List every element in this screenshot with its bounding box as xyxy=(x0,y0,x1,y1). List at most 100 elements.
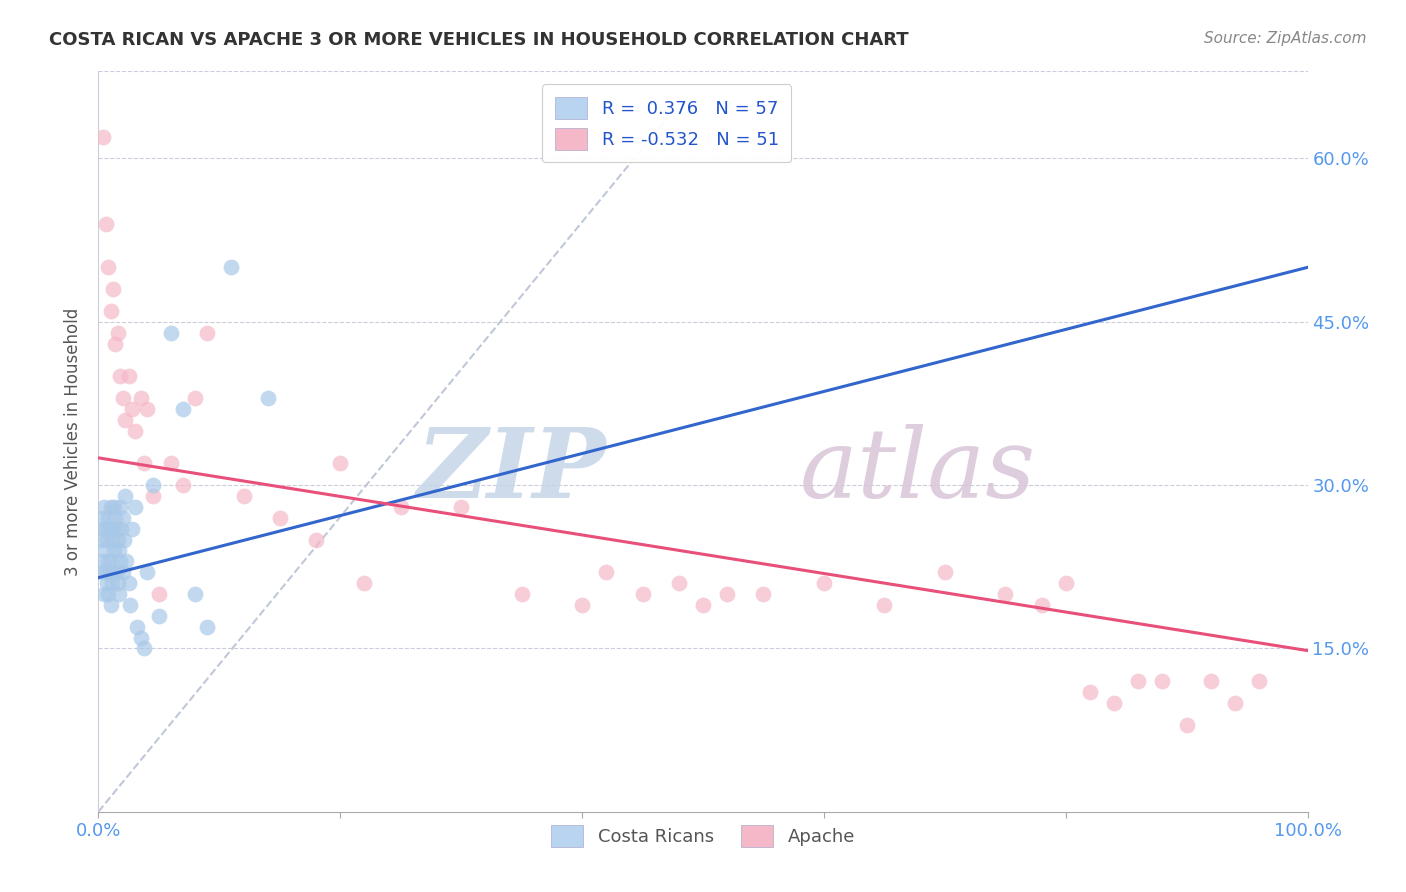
Point xyxy=(221,260,243,275)
Point xyxy=(96,576,118,591)
Point xyxy=(184,391,207,405)
Point xyxy=(118,576,141,591)
Point xyxy=(110,522,132,536)
Point xyxy=(93,587,115,601)
Point xyxy=(1223,696,1246,710)
Point xyxy=(97,510,120,524)
Point xyxy=(668,576,690,591)
Point xyxy=(97,260,120,275)
Point xyxy=(305,533,328,547)
Point xyxy=(107,326,129,340)
Point xyxy=(1175,717,1198,731)
Point xyxy=(148,608,170,623)
Point xyxy=(450,500,472,514)
Point xyxy=(112,533,135,547)
Text: COSTA RICAN VS APACHE 3 OR MORE VEHICLES IN HOUSEHOLD CORRELATION CHART: COSTA RICAN VS APACHE 3 OR MORE VEHICLES… xyxy=(49,31,908,49)
Point xyxy=(100,304,122,318)
Point xyxy=(934,565,956,579)
Point xyxy=(716,587,738,601)
Legend: Costa Ricans, Apache: Costa Ricans, Apache xyxy=(544,818,862,855)
Point xyxy=(1054,576,1077,591)
Point xyxy=(100,598,122,612)
Point xyxy=(104,336,127,351)
Point xyxy=(1249,674,1271,689)
Point xyxy=(329,456,352,470)
Point xyxy=(118,598,141,612)
Point xyxy=(994,587,1017,601)
Point xyxy=(1078,685,1101,699)
Point xyxy=(124,500,146,514)
Point xyxy=(107,533,129,547)
Point xyxy=(142,489,165,503)
Point xyxy=(114,413,136,427)
Point xyxy=(91,554,114,568)
Point xyxy=(692,598,714,612)
Point xyxy=(124,424,146,438)
Point xyxy=(103,543,125,558)
Point xyxy=(353,576,375,591)
Point xyxy=(100,554,122,568)
Point xyxy=(98,565,121,579)
Point xyxy=(256,391,278,405)
Point xyxy=(104,510,127,524)
Point xyxy=(127,619,149,633)
Point xyxy=(571,598,593,612)
Point xyxy=(91,533,114,547)
Point xyxy=(100,500,122,514)
Point xyxy=(172,401,194,416)
Point xyxy=(121,401,143,416)
Point xyxy=(129,631,152,645)
Point xyxy=(108,554,131,568)
Point xyxy=(195,619,218,633)
Point xyxy=(105,565,128,579)
Text: atlas: atlas xyxy=(800,425,1036,518)
Point xyxy=(100,533,122,547)
Point xyxy=(752,587,775,601)
Point xyxy=(195,326,218,340)
Point xyxy=(111,565,134,579)
Point xyxy=(135,565,157,579)
Point xyxy=(160,326,183,340)
Point xyxy=(232,489,254,503)
Point xyxy=(184,587,207,601)
Point xyxy=(100,576,122,591)
Point xyxy=(160,456,183,470)
Point xyxy=(111,510,134,524)
Point xyxy=(873,598,896,612)
Point xyxy=(1128,674,1150,689)
Point xyxy=(118,369,141,384)
Point xyxy=(269,510,291,524)
Point xyxy=(1031,598,1053,612)
Point xyxy=(129,391,152,405)
Point xyxy=(595,565,617,579)
Point xyxy=(91,510,114,524)
Point xyxy=(134,641,156,656)
Point xyxy=(631,587,654,601)
Point xyxy=(1152,674,1174,689)
Point xyxy=(1102,696,1125,710)
Text: Source: ZipAtlas.com: Source: ZipAtlas.com xyxy=(1204,31,1367,46)
Point xyxy=(98,522,121,536)
Text: ZIP: ZIP xyxy=(416,425,606,518)
Point xyxy=(96,533,118,547)
Point xyxy=(103,500,125,514)
Y-axis label: 3 or more Vehicles in Household: 3 or more Vehicles in Household xyxy=(65,308,83,575)
Point xyxy=(142,478,165,492)
Point xyxy=(94,217,117,231)
Point xyxy=(389,500,412,514)
Point xyxy=(91,522,114,536)
Point xyxy=(148,587,170,601)
Point xyxy=(1199,674,1222,689)
Point xyxy=(107,576,129,591)
Point xyxy=(121,522,143,536)
Point xyxy=(101,565,124,579)
Point xyxy=(101,282,124,296)
Point xyxy=(111,391,134,405)
Point xyxy=(97,554,120,568)
Point xyxy=(108,369,131,384)
Point xyxy=(93,543,115,558)
Point xyxy=(813,576,835,591)
Point xyxy=(108,543,131,558)
Point xyxy=(134,456,156,470)
Point xyxy=(91,129,114,144)
